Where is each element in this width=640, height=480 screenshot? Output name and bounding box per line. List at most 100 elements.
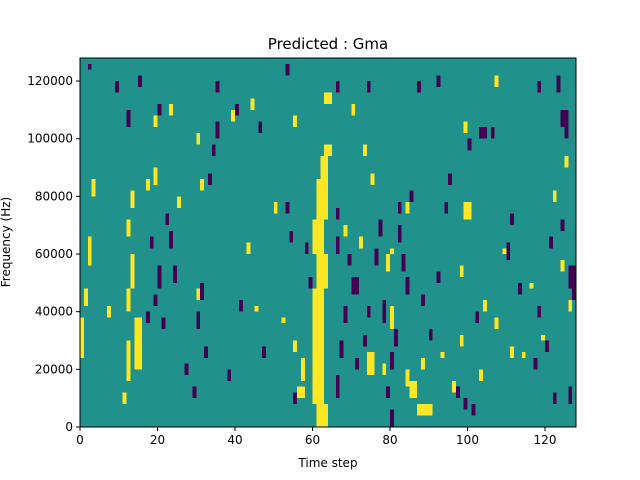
heatmap-cell-low: [382, 300, 387, 324]
plot-background: [80, 58, 576, 427]
heatmap-cell-high: [494, 317, 499, 329]
y-axis: 0 20000 40000 60000 80000 100000 120000: [27, 74, 80, 434]
heatmap-cell-high: [521, 352, 526, 358]
heatmap-cell-high: [145, 179, 150, 191]
heatmap-cell-low: [397, 202, 402, 214]
heatmap-cell-low: [289, 230, 294, 243]
heatmap-cell-low: [227, 369, 232, 381]
heatmap-cell-high: [126, 288, 131, 312]
heatmap-cell-low: [386, 386, 391, 399]
heatmap-cell-high: [316, 254, 329, 289]
heatmap-cell-high: [409, 380, 418, 399]
heatmap-cell-low: [436, 271, 441, 283]
heatmap-cell-high: [254, 305, 259, 312]
heatmap-cell-high: [362, 144, 367, 157]
heatmap-cell-low: [444, 202, 449, 214]
heatmap-cell-high: [316, 403, 329, 427]
heatmap-cell-low: [335, 236, 340, 255]
heatmap-cell-low: [192, 386, 197, 399]
x-axis-label: Time step: [297, 456, 357, 470]
heatmap-cell-low: [285, 63, 290, 76]
heatmap-cell-high: [91, 179, 96, 197]
heatmap-cell-low: [161, 317, 166, 329]
x-tick-label: 20: [150, 433, 165, 447]
heatmap-cell-high: [529, 282, 534, 289]
heatmap-cell-low: [421, 294, 425, 306]
heatmap-cell-high: [250, 98, 255, 110]
heatmap-cell-low: [126, 109, 131, 128]
heatmap-cell-high: [153, 167, 158, 185]
heatmap-cell-low: [390, 409, 394, 427]
heatmap-cell-low: [173, 265, 177, 283]
heatmap-cell-high: [510, 346, 515, 358]
heatmap-cell-low: [564, 127, 569, 139]
heatmap-cell-low: [448, 173, 453, 185]
x-tick-label: 120: [534, 433, 557, 447]
heatmap-cell-low: [401, 254, 406, 272]
y-tick-label: 20000: [35, 362, 73, 376]
heatmap-cell-low: [390, 352, 394, 370]
heatmap-cell-high: [130, 190, 135, 208]
heatmap-cell-low: [471, 403, 476, 416]
heatmap-cell-low: [211, 144, 216, 157]
heatmap-cell-low: [378, 219, 383, 237]
heatmap-cell-low: [545, 340, 549, 353]
heatmap-cell-low: [436, 75, 441, 87]
heatmap-cell-low: [556, 75, 561, 93]
heatmap-cell-low: [114, 81, 119, 93]
heatmap-cell-low: [455, 386, 460, 399]
heatmap-cell-low: [157, 265, 162, 289]
heatmap-cell-high: [80, 317, 84, 358]
heatmap-cell-low: [362, 334, 367, 347]
heatmap-cell-high: [440, 352, 445, 358]
heatmap-cell-high: [87, 236, 92, 266]
heatmap-cell-high: [196, 132, 201, 145]
heatmap-cell-low: [506, 242, 511, 260]
heatmap-cell-low: [285, 202, 290, 214]
y-tick-label: 0: [65, 420, 73, 434]
heatmap-cell-low: [537, 81, 542, 93]
heatmap-cell-low: [568, 265, 576, 289]
heatmap-cell-low: [258, 121, 263, 133]
heatmap-cell-low: [537, 305, 542, 318]
heatmap-cell-low: [165, 213, 170, 226]
heatmap-cell-high: [324, 92, 332, 105]
heatmap-cell-high: [382, 363, 387, 376]
heatmap-cell-high: [312, 219, 325, 255]
heatmap-cells: [80, 63, 577, 427]
heatmap-cell-low: [238, 300, 243, 312]
heatmap-cell-low: [145, 311, 150, 324]
heatmap-cell-high: [494, 75, 499, 87]
heatmap-cell-low: [397, 225, 402, 243]
heatmap-cell-low: [87, 63, 92, 70]
heatmap-cell-high: [552, 190, 557, 203]
heatmap-cell-low: [417, 81, 422, 93]
heatmap-cell-high: [273, 202, 278, 214]
heatmap-cell-high: [316, 179, 329, 220]
heatmap-cell-high: [312, 288, 325, 404]
heatmap-cell-low: [157, 104, 162, 116]
heatmap-cell-low: [215, 81, 220, 93]
heatmap-cell-low: [409, 190, 414, 203]
heatmap-cell-low: [475, 311, 480, 324]
heatmap-cell-high: [293, 340, 298, 353]
heatmap-cell-high: [502, 248, 507, 255]
heatmap-cell-high: [405, 369, 410, 387]
heatmap-cell-high: [463, 202, 472, 220]
heatmap-cell-low: [149, 236, 154, 249]
x-tick-label: 100: [456, 433, 479, 447]
heatmap-cell-high: [126, 340, 131, 381]
heatmap-cell-high: [126, 219, 131, 237]
heatmap-cell-low: [366, 81, 371, 93]
heatmap-cell-low: [204, 346, 208, 358]
heatmap-cell-low: [560, 219, 565, 231]
x-tick-label: 60: [305, 433, 320, 447]
heatmap-cell-high: [483, 300, 487, 312]
heatmap-cell-high: [153, 115, 158, 128]
x-tick-label: 0: [76, 433, 84, 447]
heatmap-cell-high: [122, 392, 127, 404]
heatmap-cell-high: [351, 104, 356, 116]
heatmap-cell-high: [138, 328, 143, 364]
heatmap-cell-high: [246, 242, 251, 255]
